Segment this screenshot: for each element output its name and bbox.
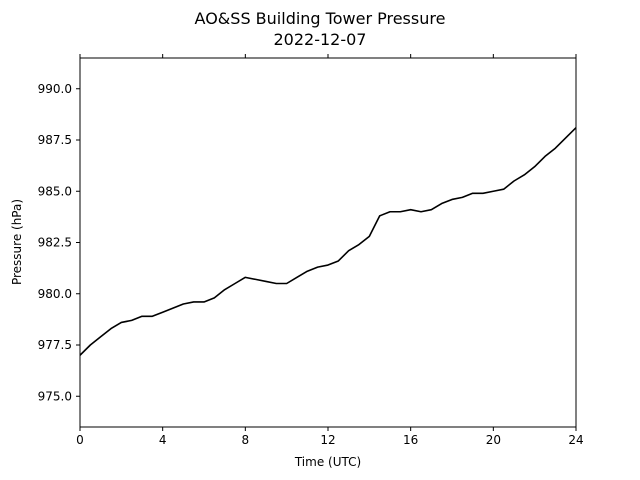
y-axis-label: Pressure (hPa) (10, 199, 24, 285)
x-tick-label: 8 (242, 433, 250, 447)
x-tick-label: 4 (159, 433, 167, 447)
x-tick-label: 24 (568, 433, 583, 447)
y-tick-label: 975.0 (38, 389, 72, 403)
y-tick-label: 980.0 (38, 287, 72, 301)
chart-title: AO&SS Building Tower Pressure (195, 9, 446, 28)
x-tick-label: 16 (403, 433, 418, 447)
pressure-line (79, 127, 577, 356)
x-tick-label: 20 (486, 433, 501, 447)
y-tick-label: 977.5 (38, 338, 72, 352)
plot-area (79, 57, 577, 428)
y-tick-label: 985.0 (38, 184, 72, 198)
x-tick-label: 0 (76, 433, 84, 447)
y-tick-label: 987.5 (38, 133, 72, 147)
chart-subtitle: 2022-12-07 (274, 30, 367, 49)
x-tick-label: 12 (320, 433, 335, 447)
x-axis-label: Time (UTC) (294, 455, 361, 469)
x-axis: 0 4 8 12 16 20 24 (76, 54, 584, 447)
y-axis: 975.0 977.5 980.0 982.5 985.0 987.5 990.0 (38, 82, 80, 403)
y-tick-label: 982.5 (38, 236, 72, 250)
y-tick-label: 990.0 (38, 82, 72, 96)
